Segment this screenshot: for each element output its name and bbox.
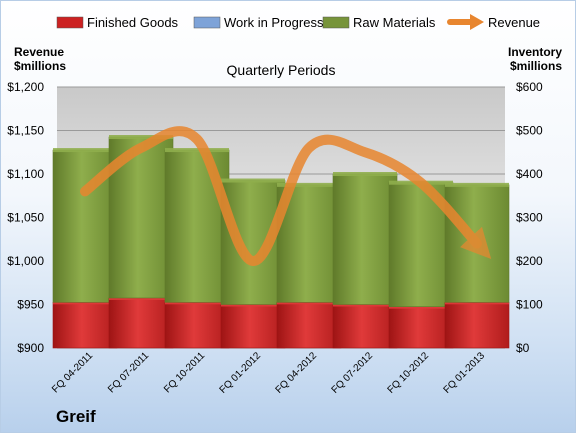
right-axis-title-line1: Inventory [508,45,562,59]
category-label: FQ 10-2011 [162,350,207,395]
chart-title: Quarterly Periods [227,62,336,78]
right-tick-label: $0 [516,341,530,355]
left-tick-label: $1,150 [7,124,44,138]
left-tick-label: $950 [17,298,44,312]
legend-item-raw-materials: Raw Materials [322,15,436,30]
legend: Finished Goods Work in Progress Raw Materi… [56,14,540,30]
right-tick-label: $400 [516,167,543,181]
left-tick-label: $1,050 [7,211,44,225]
left-tick-label: $1,000 [7,254,44,268]
bar-cap [165,148,229,153]
category-label: FQ 07-2011 [106,350,151,395]
right-tick-label: $200 [516,254,543,268]
legend-label: Revenue [488,15,540,30]
right-axis-title-line2: $millions [510,59,562,73]
bar-cap [53,148,117,153]
legend-arrowhead [470,14,484,30]
category-label: FQ 01-2013 [442,350,488,396]
left-axis-title-line1: Revenue [14,45,64,59]
legend-label: Work in Progress [224,15,324,30]
category-labels: FQ 04-2011 FQ 07-2011 FQ 10-2011 FQ 01-2012… [50,350,487,396]
legend-label: Finished Goods [87,15,179,30]
category-label: FQ 07-2012 [330,350,376,396]
right-tick-label: $300 [516,211,543,225]
bar-raw-materials [220,180,286,305]
legend-swatch [56,16,84,29]
left-axis-title-line2: $millions [14,59,66,73]
bar-cap [277,182,341,187]
bar-cap [445,182,509,187]
left-tick-label: $900 [17,341,44,355]
bar-finished-goods [164,302,230,349]
bar-cap [221,178,285,183]
legend-label: Raw Materials [353,15,436,30]
revenue-line [80,126,492,266]
bar-cap [109,135,173,140]
bar-finished-goods [220,304,286,349]
bar-finished-goods [276,302,342,349]
bar-finished-goods [388,306,454,349]
legend-swatch [322,16,350,29]
legend-item-finished-goods: Finished Goods [56,15,179,30]
right-tick-label: $100 [516,298,543,312]
right-tick-labels: $0 $100 $200 $300 $400 $500 $600 [516,80,543,355]
bar-finished-goods [444,302,510,349]
bar-raw-materials [332,173,398,305]
revenue-series-line [80,126,492,266]
legend-swatch [193,16,221,29]
right-tick-label: $600 [516,80,543,94]
left-tick-label: $1,200 [7,80,44,94]
legend-item-work-in-progress: Work in Progress [193,15,324,30]
bar-cap [333,172,397,176]
category-label: FQ 10-2012 [386,350,432,396]
bar-finished-goods [52,302,118,349]
brand-label: Greif [56,407,96,426]
bar-raw-materials [164,149,230,303]
right-tick-label: $500 [516,124,543,138]
bar-finished-goods [108,297,174,349]
bar-finished-goods [332,304,398,349]
category-label: FQ 04-2011 [50,350,95,395]
left-tick-labels: $900 $950 $1,000 $1,050 $1,100 $1,150 $1,200 [7,80,44,355]
category-label: FQ 01-2012 [218,350,264,396]
category-label: FQ 04-2012 [274,350,320,396]
left-tick-label: $1,100 [7,167,44,181]
legend-item-revenue: Revenue [447,14,540,30]
